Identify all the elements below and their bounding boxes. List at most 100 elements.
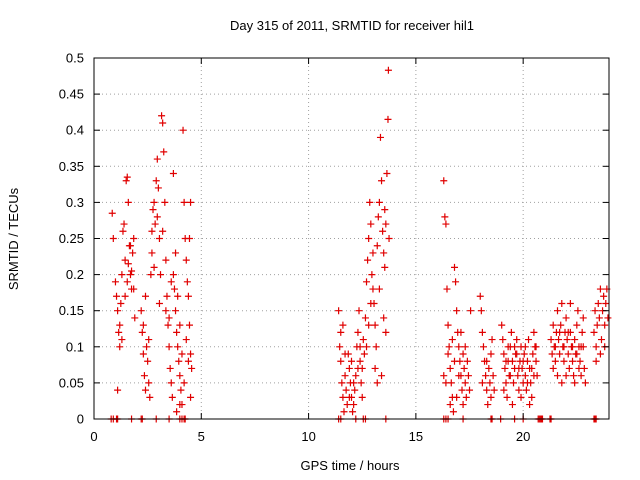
y-tick-label: 0.35	[59, 159, 84, 174]
data-point	[560, 357, 568, 365]
data-point	[563, 336, 571, 344]
data-point	[581, 379, 589, 387]
data-point	[530, 328, 538, 336]
data-point	[149, 206, 157, 214]
data-point	[337, 328, 345, 336]
data-point	[345, 364, 353, 372]
data-point	[451, 357, 458, 365]
data-point	[111, 278, 119, 286]
data-point	[335, 307, 343, 315]
data-point	[384, 66, 392, 74]
data-point	[579, 314, 587, 322]
data-point	[339, 321, 347, 329]
data-point	[498, 321, 506, 329]
data-point	[122, 177, 130, 185]
data-point	[547, 336, 555, 344]
data-point	[184, 292, 192, 300]
data-point	[455, 372, 463, 380]
x-tick-label: 5	[198, 429, 205, 444]
data-point	[525, 336, 533, 344]
data-point	[571, 379, 579, 387]
data-point	[484, 401, 492, 409]
data-point	[340, 408, 348, 416]
data-point	[165, 343, 173, 351]
data-point	[336, 343, 344, 351]
data-point	[515, 386, 523, 394]
plot-frame	[93, 57, 610, 420]
data-point	[461, 379, 469, 387]
data-point	[499, 336, 507, 344]
data-point	[162, 307, 170, 315]
data-point	[446, 401, 454, 409]
data-point	[513, 336, 521, 344]
data-point	[506, 372, 514, 380]
data-point	[345, 393, 353, 401]
data-point	[529, 350, 537, 358]
data-point	[361, 314, 369, 322]
data-point	[185, 235, 193, 242]
data-point	[142, 386, 149, 394]
x-tick-label: 20	[516, 429, 530, 444]
data-point	[575, 364, 583, 372]
data-point	[508, 401, 516, 409]
data-point	[355, 307, 363, 315]
data-point	[115, 328, 123, 336]
data-point	[109, 235, 117, 242]
data-point	[173, 408, 181, 416]
data-point	[554, 307, 561, 315]
data-point	[130, 235, 138, 242]
data-point	[376, 133, 384, 141]
data-point	[142, 292, 149, 300]
data-point	[595, 314, 603, 322]
data-point	[187, 198, 195, 206]
data-point	[466, 386, 474, 394]
data-point	[566, 299, 574, 307]
data-point	[523, 379, 531, 387]
data-point	[500, 350, 508, 358]
data-point	[180, 379, 188, 387]
data-point	[160, 148, 168, 156]
data-point	[365, 235, 373, 242]
data-point	[354, 328, 362, 336]
chart-title: Day 315 of 2011, SRMTID for receiver hil…	[230, 18, 474, 33]
data-point	[578, 328, 586, 336]
data-point	[367, 220, 375, 228]
data-point	[510, 379, 518, 387]
data-point	[364, 256, 372, 264]
y-tick-label: 0.1	[66, 339, 84, 354]
data-point	[139, 321, 147, 329]
data-point	[119, 227, 127, 235]
data-point	[144, 357, 152, 365]
data-point	[179, 126, 187, 134]
data-point	[604, 314, 612, 322]
data-point	[504, 343, 512, 351]
data-point	[453, 393, 461, 401]
data-point	[379, 227, 387, 235]
data-point	[556, 350, 564, 358]
data-point	[382, 220, 390, 228]
data-point	[477, 307, 485, 315]
data-point	[341, 372, 349, 380]
data-point	[176, 372, 184, 380]
data-point	[157, 271, 165, 279]
data-point	[502, 357, 510, 365]
data-point	[113, 292, 121, 300]
data-point	[526, 401, 534, 409]
data-point	[363, 343, 371, 351]
axis-ticks	[93, 57, 609, 420]
data-point	[508, 357, 516, 365]
data-point	[532, 357, 540, 365]
data-point	[564, 350, 572, 358]
data-point	[602, 299, 610, 307]
data-point	[577, 372, 585, 380]
data-point	[117, 299, 125, 307]
y-tick-label: 0.4	[66, 123, 84, 138]
data-point	[478, 379, 486, 387]
data-point	[342, 386, 350, 394]
data-point	[145, 379, 153, 387]
data-point	[148, 227, 156, 235]
data-point	[187, 393, 195, 401]
data-point	[382, 328, 390, 336]
data-point	[180, 198, 188, 206]
data-point	[458, 386, 466, 394]
